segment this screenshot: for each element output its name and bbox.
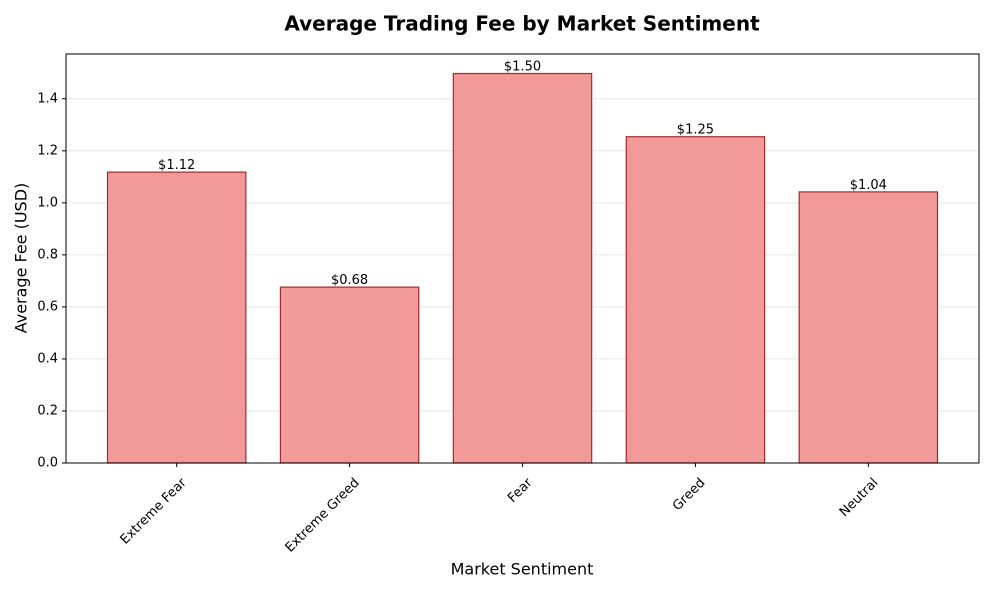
y-tick-label: 0.2	[37, 403, 58, 418]
y-tick-label: 1.0	[37, 195, 58, 210]
value-label: $1.04	[850, 178, 887, 193]
bar	[798, 191, 939, 464]
plot-frame	[65, 53, 980, 464]
y-tick-label: 0.0	[37, 456, 58, 471]
y-tick-label: 1.4	[37, 91, 58, 106]
bar	[452, 72, 593, 464]
value-label: $0.68	[331, 273, 368, 288]
value-label: $1.25	[677, 123, 714, 138]
y-tick-label: 0.6	[37, 299, 58, 314]
y-tick-label: 1.2	[37, 143, 58, 158]
chart-title: Average Trading Fee by Market Sentiment	[284, 12, 760, 36]
bar	[625, 136, 766, 464]
bar	[279, 286, 420, 464]
value-label: $1.12	[158, 158, 195, 173]
y-axis-label: Average Fee (USD)	[12, 183, 31, 334]
y-tick-label: 0.8	[37, 247, 58, 262]
bar	[106, 171, 247, 464]
y-tick-label: 0.4	[37, 351, 58, 366]
value-label: $1.50	[504, 60, 541, 75]
x-axis-label: Market Sentiment	[451, 560, 594, 579]
